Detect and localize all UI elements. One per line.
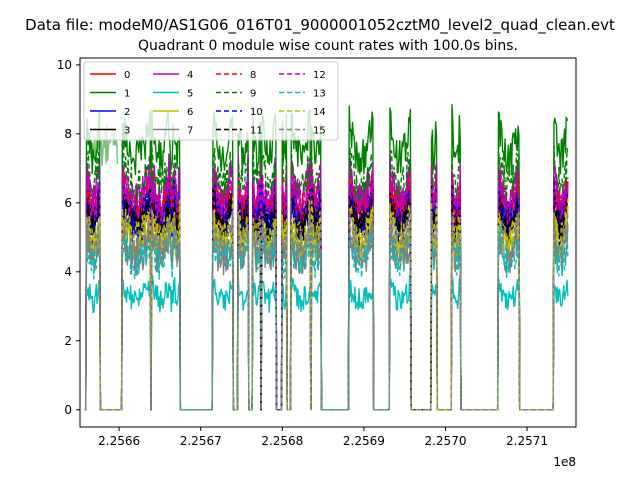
series-4-line (84, 153, 569, 411)
legend-label-13: 13 (313, 89, 326, 100)
legend-label-7: 7 (187, 126, 193, 137)
y-axis: 0 2 4 6 8 10 (57, 58, 80, 417)
legend-label-0: 0 (124, 70, 130, 81)
plot-area: 2.2566 2.2567 2.2568 2.2569 2.2570 2.2571 0 2 4… (57, 57, 577, 469)
y-tick-label: 6 (64, 196, 72, 210)
axes-frame (79, 57, 577, 428)
series-15-line (84, 207, 569, 411)
x-tick-label: 2.2567 (180, 434, 222, 448)
series-layer (84, 103, 569, 411)
x-tick-label: 2.2568 (261, 434, 303, 448)
x-tick-label: 2.2571 (506, 434, 548, 448)
legend-label-5: 5 (187, 89, 193, 100)
legend-label-3: 3 (124, 126, 130, 137)
legend-frame (83, 61, 339, 141)
y-tick-label: 4 (64, 265, 72, 279)
legend-label-9: 9 (250, 89, 256, 100)
series-9-line (84, 139, 569, 411)
y-tick-label: 10 (57, 58, 72, 72)
x-tick-label: 2.2569 (343, 434, 385, 448)
series-14-line (84, 197, 569, 411)
legend-label-14: 14 (313, 107, 326, 118)
legend-label-2: 2 (124, 107, 130, 118)
y-tick-label: 8 (64, 127, 72, 141)
x-offset-label: 1e8 (553, 455, 576, 469)
legend-label-6: 6 (187, 107, 193, 118)
legend-label-8: 8 (250, 70, 256, 81)
x-tick-label: 2.2566 (98, 434, 140, 448)
legend-label-11: 11 (250, 126, 263, 137)
y-tick-label: 0 (64, 403, 72, 417)
suptitle: Data file: modeM0/AS1G06_016T01_90000010… (25, 16, 615, 35)
legend-label-1: 1 (124, 89, 130, 100)
legend-label-15: 15 (313, 126, 326, 137)
legend-label-12: 12 (313, 70, 326, 81)
x-axis: 2.2566 2.2567 2.2568 2.2569 2.2570 2.2571 (98, 427, 548, 448)
chart-title: Quadrant 0 module wise count rates with … (138, 38, 518, 54)
y-tick-label: 2 (64, 334, 72, 348)
legend-label-10: 10 (250, 107, 263, 118)
series-5-line (84, 274, 569, 411)
x-tick-label: 2.2570 (424, 434, 466, 448)
legend-label-4: 4 (187, 70, 193, 81)
